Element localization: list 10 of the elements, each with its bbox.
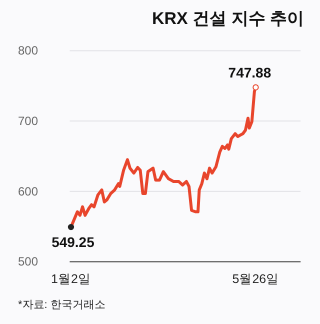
y-tick-label: 800	[18, 44, 38, 58]
data-label: 549.25	[52, 234, 95, 250]
x-tick-label: 1월2일	[51, 272, 91, 286]
data-label: 747.88	[228, 64, 272, 80]
y-tick-label: 700	[18, 114, 38, 128]
text: *자료: 한국거래소	[18, 299, 106, 311]
chart-title: KRX 건설 지수 추이	[152, 9, 304, 28]
y-tick-label: 600	[18, 184, 38, 198]
x-tick-label: 5월26일	[232, 272, 280, 286]
y-tick-label: 500	[18, 254, 38, 269]
